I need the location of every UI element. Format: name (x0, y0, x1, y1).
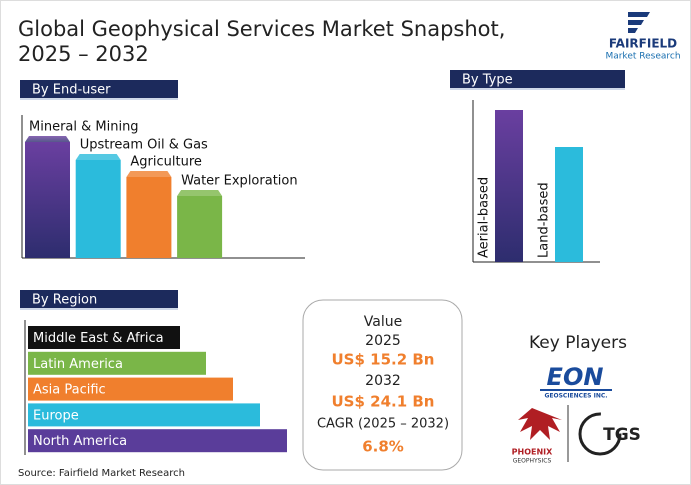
summary-cagr-label: CAGR (2025 – 2032) (317, 417, 449, 432)
bar (555, 147, 583, 262)
bar (28, 351, 206, 375)
bar-label: Europe (33, 408, 79, 423)
bar (28, 403, 260, 427)
bar-cap (75, 154, 121, 160)
summary-cagr: 6.8% (362, 438, 404, 456)
bar-cap (25, 136, 70, 142)
logo-tagline: Market Research (605, 52, 680, 62)
key-players: Key Players EON GEOSCIENCES INC. PHOENIX… (512, 333, 641, 465)
section-title: By Type (462, 73, 513, 88)
bar (75, 160, 121, 258)
tgs-ring (578, 412, 622, 456)
section-title: By End-user (32, 83, 111, 98)
bar-label: Latin America (33, 357, 123, 372)
summary-label: Value (364, 314, 402, 330)
bar-label: Agriculture (130, 155, 202, 170)
bar-label: Middle East & Africa (33, 331, 164, 346)
logo-name: FAIRFIELD (609, 37, 677, 51)
summary-value: US$ 15.2 Bn (332, 351, 435, 369)
phoenix-logo: PHOENIX (512, 448, 553, 457)
bar-label: Land-based (537, 182, 552, 258)
bar-label: Upstream Oil & Gas (80, 138, 208, 153)
bar-label: Mineral & Mining (29, 120, 139, 135)
bar-label: Water Exploration (181, 174, 298, 189)
bar (25, 142, 70, 258)
title-line: 2025 – 2032 (18, 42, 149, 66)
tgs-logo: TGS (603, 425, 641, 445)
eon-logo: EON (547, 363, 604, 391)
logo-icon (628, 12, 650, 33)
logo: FAIRFIELD Market Research (605, 12, 681, 62)
summary-value: US$ 24.1 Bn (332, 393, 435, 411)
section-header (20, 290, 178, 308)
bar (28, 377, 233, 401)
summary-year: 2032 (365, 373, 401, 389)
bar (495, 110, 523, 262)
section-header (450, 70, 625, 88)
bar-label: North America (33, 434, 127, 449)
title-line: Global Geophysical Services Market Snaps… (18, 17, 505, 41)
bar (28, 429, 287, 453)
summary: Value 2025 US$ 15.2 Bn 2032 US$ 24.1 Bn … (302, 299, 463, 471)
summary-year: 2025 (365, 333, 401, 349)
section-header (20, 80, 178, 98)
bar-label: Aerial-based (477, 177, 492, 258)
phoenix-icon (518, 408, 562, 440)
source: Source: Fairfield Market Research (18, 468, 185, 479)
bar (28, 326, 180, 349)
bar-cap (126, 171, 172, 177)
summary-box (302, 299, 463, 471)
key-players-title: Key Players (529, 333, 627, 353)
phoenix-sub: GEOPHYSICS (513, 458, 552, 465)
section-title: By Region (32, 293, 97, 308)
bar (126, 177, 172, 258)
bar-label: Asia Pacific (33, 383, 106, 398)
bar (177, 196, 223, 258)
eon-sub: GEOSCIENCES INC. (544, 393, 607, 400)
bar-cap (177, 190, 223, 196)
